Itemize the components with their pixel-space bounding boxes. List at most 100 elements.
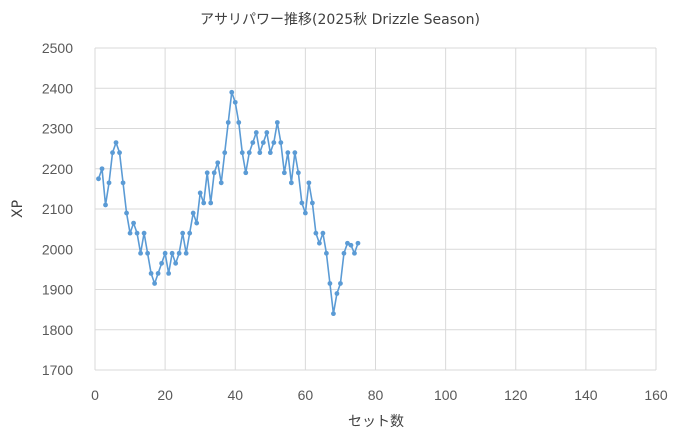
data-point bbox=[152, 281, 158, 286]
data-point bbox=[331, 311, 336, 317]
data-point bbox=[338, 281, 343, 286]
data-point bbox=[204, 170, 210, 176]
data-point bbox=[355, 240, 361, 246]
data-point bbox=[211, 170, 217, 176]
x-axis-label: セット数 bbox=[348, 414, 404, 430]
data-point bbox=[246, 150, 252, 156]
x-tick-label: 20 bbox=[157, 387, 173, 403]
data-point bbox=[334, 291, 340, 296]
data-point bbox=[292, 150, 298, 156]
y-tick-label: 1700 bbox=[42, 362, 73, 378]
data-point bbox=[264, 130, 270, 135]
data-point bbox=[190, 210, 196, 216]
data-point bbox=[155, 271, 161, 276]
data-point bbox=[197, 190, 203, 196]
data-point bbox=[274, 120, 280, 125]
data-point bbox=[267, 150, 273, 156]
data-point bbox=[148, 271, 154, 276]
data-point bbox=[187, 230, 193, 236]
x-tick-label: 160 bbox=[644, 387, 668, 403]
data-point bbox=[278, 140, 284, 145]
data-point bbox=[271, 140, 277, 145]
data-point bbox=[288, 180, 294, 186]
data-point bbox=[345, 240, 350, 246]
data-point bbox=[218, 180, 224, 186]
data-point bbox=[131, 220, 136, 226]
data-point bbox=[299, 200, 305, 206]
data-point bbox=[183, 250, 189, 256]
data-point bbox=[215, 160, 221, 166]
data-point bbox=[117, 150, 122, 156]
data-point bbox=[127, 230, 133, 236]
x-tick-label: 80 bbox=[368, 387, 384, 403]
x-tick-label: 120 bbox=[504, 387, 528, 403]
data-point bbox=[166, 271, 172, 276]
data-point bbox=[124, 210, 129, 216]
x-tick-label: 60 bbox=[298, 387, 314, 403]
data-point bbox=[201, 200, 207, 206]
data-point bbox=[103, 202, 108, 208]
chart-title: アサリパワー推移(2025秋 Drizzle Season) bbox=[200, 12, 480, 28]
data-point bbox=[106, 180, 112, 186]
data-point bbox=[208, 200, 214, 206]
data-point bbox=[317, 240, 322, 246]
gridlines bbox=[94, 47, 657, 371]
data-point bbox=[180, 230, 186, 236]
data-point bbox=[341, 250, 347, 256]
data-point bbox=[257, 150, 263, 156]
data-point bbox=[159, 260, 165, 266]
data-point bbox=[99, 166, 105, 172]
y-tick-label: 2000 bbox=[42, 241, 73, 257]
y-axis-label: XP bbox=[10, 200, 26, 218]
data-point bbox=[222, 150, 228, 156]
data-point bbox=[141, 230, 147, 236]
data-point bbox=[225, 120, 231, 125]
data-point bbox=[173, 260, 179, 266]
data-point bbox=[281, 170, 287, 176]
data-point bbox=[348, 242, 354, 248]
data-point bbox=[306, 180, 312, 186]
x-tick-label: 140 bbox=[574, 387, 598, 403]
y-tick-label: 2200 bbox=[42, 161, 73, 177]
x-tick-label: 100 bbox=[434, 387, 458, 403]
y-tick-label: 2500 bbox=[42, 40, 73, 56]
data-point bbox=[250, 140, 256, 145]
data-point bbox=[239, 150, 245, 156]
data-point bbox=[260, 140, 266, 145]
data-point bbox=[176, 250, 182, 256]
data-point bbox=[134, 230, 140, 236]
series-line bbox=[97, 91, 359, 315]
y-tick-label: 1900 bbox=[42, 282, 73, 298]
data-point bbox=[145, 250, 150, 256]
data-point bbox=[324, 250, 329, 256]
data-point bbox=[96, 176, 101, 182]
data-point bbox=[352, 250, 357, 256]
y-tick-label: 1800 bbox=[42, 322, 73, 338]
data-point bbox=[309, 200, 315, 206]
y-tick-label: 2300 bbox=[42, 121, 73, 137]
data-point bbox=[113, 140, 119, 145]
data-point bbox=[285, 150, 291, 156]
data-point bbox=[295, 170, 301, 176]
data-point bbox=[320, 230, 326, 236]
x-tick-label: 40 bbox=[227, 387, 243, 403]
data-point bbox=[232, 99, 238, 105]
data-point bbox=[169, 250, 175, 256]
tick-labels: 1700 1800 1900 2000 2100 2200 2300 2400 2500 0 20 4… bbox=[42, 40, 668, 403]
data-point bbox=[162, 250, 168, 256]
data-point bbox=[243, 170, 249, 176]
y-tick-label: 2100 bbox=[42, 201, 73, 217]
y-tick-label: 2400 bbox=[42, 80, 73, 96]
data-point bbox=[120, 180, 126, 186]
data-point bbox=[229, 89, 235, 95]
data-point bbox=[110, 150, 115, 156]
x-tick-label: 0 bbox=[91, 387, 99, 403]
data-point bbox=[313, 230, 319, 236]
series-xp bbox=[96, 89, 361, 317]
data-point bbox=[194, 220, 200, 226]
data-point bbox=[138, 250, 143, 256]
data-point bbox=[327, 281, 333, 286]
data-point bbox=[236, 120, 242, 125]
